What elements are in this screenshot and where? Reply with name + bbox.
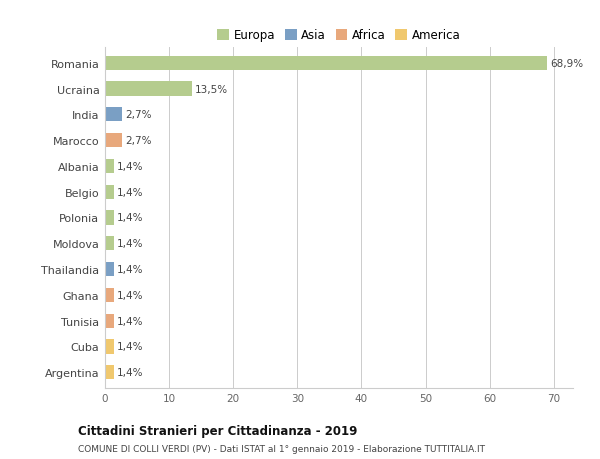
Text: 1,4%: 1,4% bbox=[117, 187, 143, 197]
Bar bbox=[105, 237, 114, 251]
Text: 1,4%: 1,4% bbox=[117, 162, 143, 172]
Text: COMUNE DI COLLI VERDI (PV) - Dati ISTAT al 1° gennaio 2019 - Elaborazione TUTTIT: COMUNE DI COLLI VERDI (PV) - Dati ISTAT … bbox=[78, 444, 485, 453]
Text: 1,4%: 1,4% bbox=[117, 341, 143, 352]
Text: 1,4%: 1,4% bbox=[117, 213, 143, 223]
Bar bbox=[105, 108, 122, 122]
Text: 13,5%: 13,5% bbox=[195, 84, 228, 95]
Text: 68,9%: 68,9% bbox=[550, 59, 583, 69]
Text: 2,7%: 2,7% bbox=[125, 136, 152, 146]
Text: 1,4%: 1,4% bbox=[117, 264, 143, 274]
Bar bbox=[105, 365, 114, 380]
Bar bbox=[105, 340, 114, 354]
Text: 2,7%: 2,7% bbox=[125, 110, 152, 120]
Bar bbox=[105, 159, 114, 174]
Bar bbox=[105, 263, 114, 277]
Bar bbox=[105, 211, 114, 225]
Bar bbox=[105, 185, 114, 199]
Text: 1,4%: 1,4% bbox=[117, 290, 143, 300]
Text: 1,4%: 1,4% bbox=[117, 239, 143, 249]
Bar bbox=[105, 134, 122, 148]
Bar bbox=[105, 56, 547, 71]
Bar bbox=[105, 288, 114, 302]
Text: 1,4%: 1,4% bbox=[117, 367, 143, 377]
Text: Cittadini Stranieri per Cittadinanza - 2019: Cittadini Stranieri per Cittadinanza - 2… bbox=[78, 425, 358, 437]
Legend: Europa, Asia, Africa, America: Europa, Asia, Africa, America bbox=[215, 27, 463, 45]
Bar bbox=[105, 314, 114, 328]
Text: 1,4%: 1,4% bbox=[117, 316, 143, 326]
Bar bbox=[105, 82, 191, 96]
